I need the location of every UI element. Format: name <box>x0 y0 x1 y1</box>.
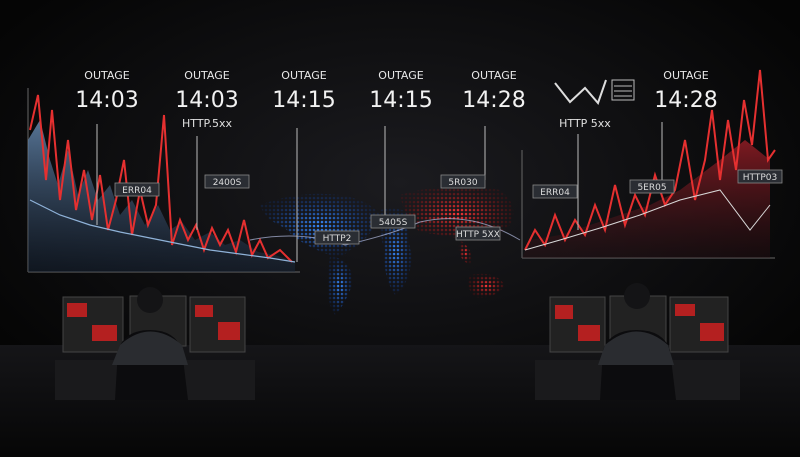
tag-box <box>204 174 250 189</box>
callout-label: OUTAGE <box>471 69 516 82</box>
callout-label: OUTAGE <box>663 69 708 82</box>
http-note: HTTP 5xx <box>559 117 611 130</box>
callout-time: 14:28 <box>654 88 717 113</box>
tag-box <box>629 179 675 194</box>
tag-box <box>114 182 160 197</box>
right-station <box>535 283 740 400</box>
callout-lines <box>96 122 663 262</box>
left-station <box>55 287 255 400</box>
tag-label: 5ER05 <box>637 183 666 193</box>
callout-label: OUTAGE <box>281 69 326 82</box>
tag-box <box>532 184 578 199</box>
callout-time: 14:15 <box>369 88 432 113</box>
callout-label: OUTAGE <box>378 69 423 82</box>
tag-box <box>370 214 416 229</box>
tag-box <box>440 174 486 189</box>
tag-label: ERR04 <box>540 188 570 198</box>
tag-label: 5R030 <box>448 178 477 188</box>
tag-box <box>737 169 783 184</box>
tag-label: 2400S <box>213 178 242 188</box>
tag-box <box>314 230 360 245</box>
link-line <box>249 218 521 246</box>
callout-label: OUTAGE <box>184 69 229 82</box>
http-note: HTTP.5xx <box>182 117 232 130</box>
callout-time: 14:03 <box>75 88 138 113</box>
callout-time: 14:15 <box>272 88 335 113</box>
labels: OUTAGE 14:03 OUTAGE 14:03 OUTAGE 14:15 OUTAGE 1… <box>75 69 783 245</box>
tag-box <box>455 226 501 241</box>
callout-label: OUTAGE <box>84 69 129 82</box>
tag-label: 5405S <box>379 218 408 228</box>
tag-label: HTTP2 <box>323 234 352 244</box>
tag-label: HTTP 5XX <box>456 230 500 240</box>
left-chart <box>27 88 300 273</box>
chart-logo <box>554 79 635 105</box>
callout-time: 14:03 <box>175 88 238 113</box>
tag-label: HTTP03 <box>743 173 777 183</box>
callout-time: 14:28 <box>462 88 525 113</box>
tag-label: ERR04 <box>122 186 152 196</box>
